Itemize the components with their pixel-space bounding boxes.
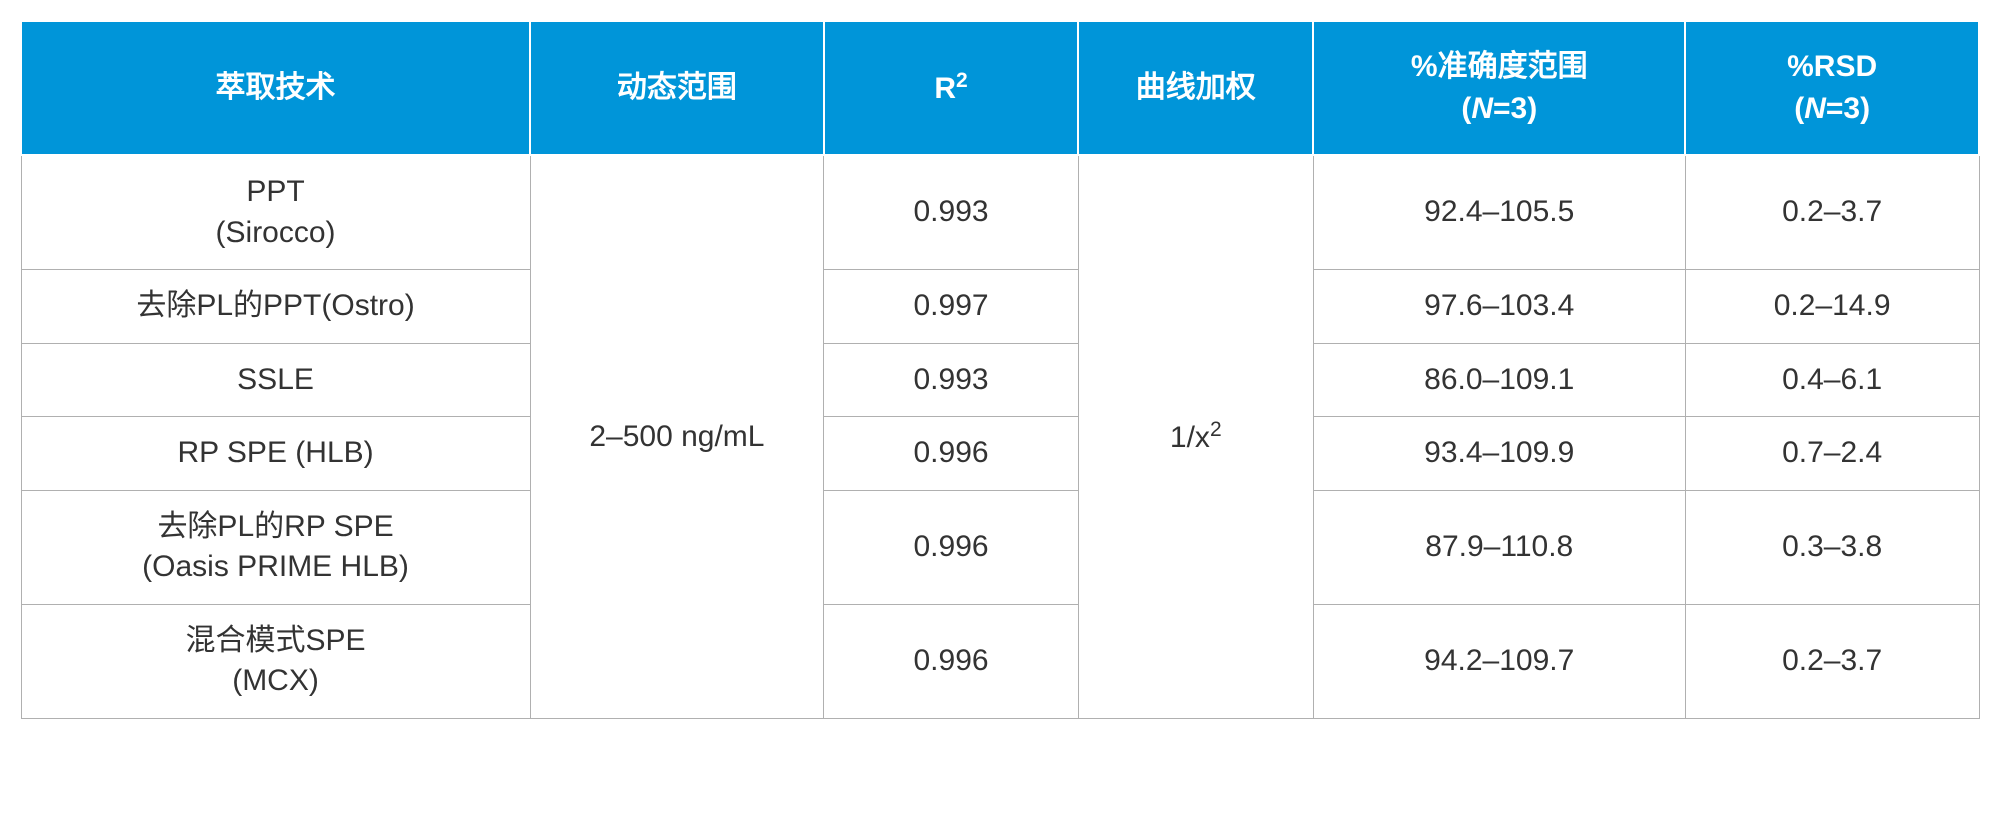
cell-accuracy: 86.0–109.1 <box>1313 343 1685 417</box>
tech-line2: (Sirocco) <box>216 216 336 249</box>
cell-technique: 混合模式SPE (MCX) <box>21 604 530 718</box>
cell-rsd: 0.2–14.9 <box>1685 270 1979 344</box>
header-dynamic-range: 动态范围 <box>530 21 824 155</box>
table-row: PPT (Sirocco) 2–500 ng/mL 0.993 1/x2 92.… <box>21 155 1979 270</box>
cell-r2: 0.996 <box>824 490 1079 604</box>
cell-r2: 0.997 <box>824 270 1079 344</box>
cell-rsd: 0.4–6.1 <box>1685 343 1979 417</box>
header-extraction-technique: 萃取技术 <box>21 21 530 155</box>
tech-line2: (Oasis PRIME HLB) <box>142 550 409 583</box>
tech-line1: 去除PL的RP SPE <box>157 510 393 543</box>
cell-technique: RP SPE (HLB) <box>21 417 530 491</box>
cell-accuracy: 94.2–109.7 <box>1313 604 1685 718</box>
tech-line2: (MCX) <box>232 664 319 697</box>
header-r-squared: R2 <box>824 21 1079 155</box>
table-row: SSLE 0.993 86.0–109.1 0.4–6.1 <box>21 343 1979 417</box>
cell-accuracy: 92.4–105.5 <box>1313 155 1685 270</box>
table-header-row: 萃取技术 动态范围 R2 曲线加权 %准确度范围 (N=3) %RSD (N=3… <box>21 21 1979 155</box>
cell-rsd: 0.2–3.7 <box>1685 604 1979 718</box>
tech-line1: PPT <box>246 175 304 208</box>
tech-line1: 混合模式SPE <box>186 624 366 657</box>
cell-dynamic-range-merged: 2–500 ng/mL <box>530 155 824 718</box>
data-table-container: 萃取技术 动态范围 R2 曲线加权 %准确度范围 (N=3) %RSD (N=3… <box>20 20 1980 719</box>
header-curve-weight: 曲线加权 <box>1078 21 1313 155</box>
cell-technique: 去除PL的RP SPE (Oasis PRIME HLB) <box>21 490 530 604</box>
table-row: 去除PL的PPT(Ostro) 0.997 97.6–103.4 0.2–14.… <box>21 270 1979 344</box>
table-body: PPT (Sirocco) 2–500 ng/mL 0.993 1/x2 92.… <box>21 155 1979 718</box>
header-accuracy-range: %准确度范围 (N=3) <box>1313 21 1685 155</box>
extraction-technique-table: 萃取技术 动态范围 R2 曲线加权 %准确度范围 (N=3) %RSD (N=3… <box>20 20 1980 719</box>
cell-rsd: 0.3–3.8 <box>1685 490 1979 604</box>
cell-accuracy: 97.6–103.4 <box>1313 270 1685 344</box>
cell-accuracy: 87.9–110.8 <box>1313 490 1685 604</box>
header-rsd: %RSD (N=3) <box>1685 21 1979 155</box>
cell-technique: SSLE <box>21 343 530 417</box>
cell-accuracy: 93.4–109.9 <box>1313 417 1685 491</box>
cell-curve-weight-merged: 1/x2 <box>1078 155 1313 718</box>
header-accuracy-line2: (N=3) <box>1461 92 1537 125</box>
table-row: 混合模式SPE (MCX) 0.996 94.2–109.7 0.2–3.7 <box>21 604 1979 718</box>
header-rsd-line1: %RSD <box>1787 50 1877 83</box>
tech-line1: RP SPE (HLB) <box>177 436 373 469</box>
cell-r2: 0.993 <box>824 343 1079 417</box>
cell-rsd: 0.2–3.7 <box>1685 155 1979 270</box>
cell-rsd: 0.7–2.4 <box>1685 417 1979 491</box>
header-rsd-line2: (N=3) <box>1794 92 1870 125</box>
header-accuracy-line1: %准确度范围 <box>1411 50 1588 83</box>
cell-r2: 0.996 <box>824 604 1079 718</box>
cell-r2: 0.993 <box>824 155 1079 270</box>
cell-technique: PPT (Sirocco) <box>21 155 530 270</box>
table-row: 去除PL的RP SPE (Oasis PRIME HLB) 0.996 87.9… <box>21 490 1979 604</box>
cell-technique: 去除PL的PPT(Ostro) <box>21 270 530 344</box>
tech-line1: 去除PL的PPT(Ostro) <box>136 289 414 322</box>
cell-r2: 0.996 <box>824 417 1079 491</box>
table-row: RP SPE (HLB) 0.996 93.4–109.9 0.7–2.4 <box>21 417 1979 491</box>
tech-line1: SSLE <box>237 363 314 396</box>
